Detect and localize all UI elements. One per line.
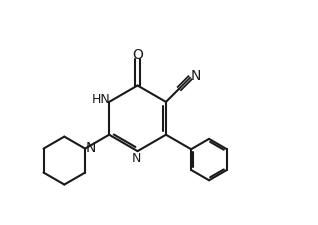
Text: HN: HN: [92, 93, 111, 106]
Text: N: N: [132, 151, 141, 164]
Text: N: N: [86, 141, 96, 155]
Text: N: N: [191, 69, 201, 83]
Text: O: O: [132, 48, 143, 62]
